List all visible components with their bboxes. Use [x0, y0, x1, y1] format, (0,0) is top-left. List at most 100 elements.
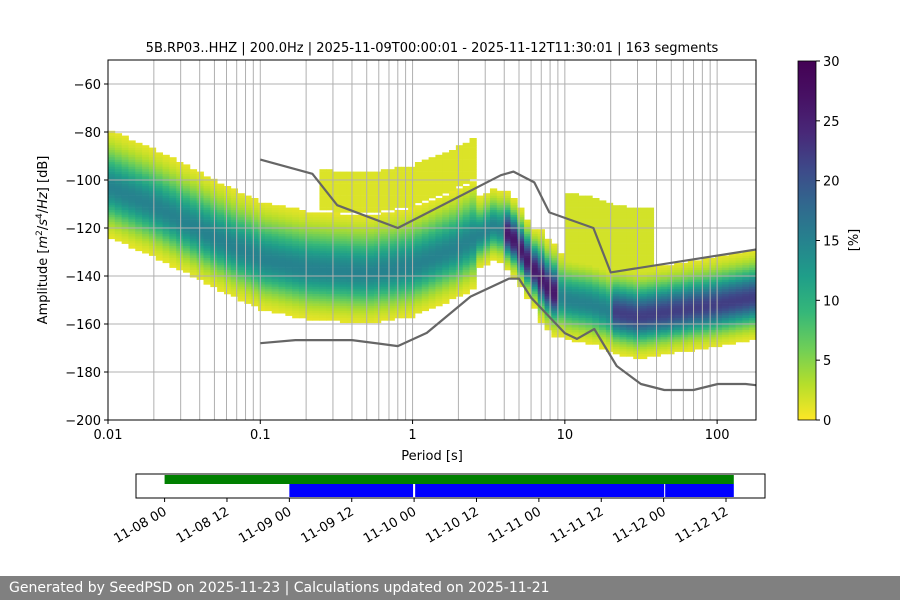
heatmap-cell — [346, 214, 354, 218]
heatmap-cell — [360, 255, 368, 259]
heatmap-cell — [646, 330, 655, 333]
heatmap-cell — [524, 260, 532, 264]
heatmap-cell — [694, 298, 702, 302]
heatmap-cell — [605, 286, 614, 290]
heatmap-cell — [374, 320, 382, 324]
heatmap-cell — [312, 301, 320, 304]
heatmap-cell — [169, 231, 177, 235]
heatmap-cell — [237, 289, 245, 292]
heatmap-cell — [408, 190, 416, 194]
heatmap-cell — [360, 193, 368, 196]
heatmap-cell — [135, 248, 143, 252]
heatmap-cell — [701, 318, 709, 321]
heatmap-cell — [237, 298, 245, 302]
heatmap-cell — [203, 238, 211, 242]
heatmap-cell — [640, 354, 648, 357]
heatmap-cell — [360, 198, 368, 201]
heatmap-cell — [455, 183, 464, 187]
heatmap-cell — [735, 313, 743, 316]
heatmap-cell — [592, 262, 600, 266]
heatmap-cell — [496, 246, 505, 249]
heatmap-cell — [169, 210, 177, 213]
heatmap-cell — [285, 236, 293, 240]
heatmap-cell — [715, 332, 723, 336]
heatmap-cell — [285, 207, 293, 211]
heatmap-cell — [517, 222, 525, 225]
heatmap-cell — [749, 260, 756, 264]
heatmap-cell — [715, 313, 723, 316]
heatmap-cell — [251, 214, 259, 218]
heatmap-cell — [476, 260, 484, 264]
heatmap-cell — [408, 265, 416, 268]
heatmap-cell — [339, 267, 348, 271]
heatmap-cell — [585, 286, 593, 290]
heatmap-cell — [421, 219, 429, 223]
heatmap-cell — [408, 207, 416, 211]
heatmap-cell — [319, 169, 327, 172]
heatmap-cell — [476, 200, 484, 204]
heatmap-cell — [694, 294, 702, 297]
heatmap-cell — [360, 272, 368, 276]
heatmap-cell — [517, 229, 525, 232]
heatmap-cell — [401, 171, 409, 175]
heatmap-cell — [128, 169, 136, 172]
heatmap-cell — [435, 222, 443, 225]
heatmap-cell — [367, 207, 375, 211]
psd-heatmap — [108, 130, 756, 360]
heatmap-cell — [544, 325, 552, 328]
heatmap-cell — [449, 171, 457, 175]
heatmap-cell — [428, 207, 436, 211]
heatmap-cell — [449, 183, 457, 187]
heatmap-cell — [612, 294, 620, 297]
heatmap-cell — [346, 188, 354, 192]
heatmap-cell — [217, 234, 225, 237]
heatmap-cell — [605, 212, 614, 216]
heatmap-cell — [353, 214, 361, 218]
heatmap-cell — [414, 166, 423, 170]
heatmap-cell — [578, 198, 586, 201]
heatmap-cell — [169, 190, 177, 194]
heatmap-cell — [462, 260, 470, 264]
heatmap-cell — [619, 289, 627, 292]
heatmap-cell — [387, 265, 395, 268]
heatmap-cell — [633, 243, 641, 247]
heatmap-cell — [346, 217, 354, 220]
heatmap-cell — [653, 310, 661, 314]
heatmap-cell — [640, 351, 648, 355]
heatmap-cell — [749, 286, 756, 290]
heatmap-cell — [367, 308, 375, 312]
heatmap-cell — [108, 181, 116, 184]
heatmap-cell — [339, 286, 348, 290]
heatmap-cell — [442, 241, 450, 244]
heatmap-cell — [578, 310, 586, 314]
heatmap-cell — [565, 313, 573, 316]
heatmap-cell — [374, 306, 382, 309]
heatmap-cell — [196, 202, 204, 206]
heatmap-cell — [128, 212, 136, 216]
heatmap-cell — [640, 217, 648, 220]
heatmap-cell — [326, 255, 334, 259]
heatmap-cell — [285, 279, 293, 283]
heatmap-cell — [169, 169, 177, 172]
heatmap-cell — [251, 262, 259, 266]
heatmap-cell — [367, 310, 375, 314]
heatmap-cell — [305, 315, 314, 319]
heatmap-cell — [148, 169, 157, 172]
heatmap-cell — [305, 224, 314, 228]
heatmap-cell — [367, 250, 375, 254]
heatmap-cell — [646, 303, 655, 307]
heatmap-cell — [428, 255, 436, 259]
heatmap-cell — [442, 277, 450, 280]
heatmap-cell — [312, 236, 320, 240]
heatmap-cell — [312, 260, 320, 264]
heatmap-cell — [367, 205, 375, 208]
heatmap-cell — [503, 238, 511, 242]
heatmap-cell — [599, 262, 607, 266]
heatmap-cell — [640, 241, 648, 244]
heatmap-cell — [374, 310, 382, 314]
heatmap-cell — [203, 222, 211, 225]
heatmap-cell — [128, 190, 136, 194]
heatmap-cell — [387, 318, 395, 321]
heatmap-cell — [339, 207, 348, 211]
heatmap-cell — [312, 222, 320, 225]
